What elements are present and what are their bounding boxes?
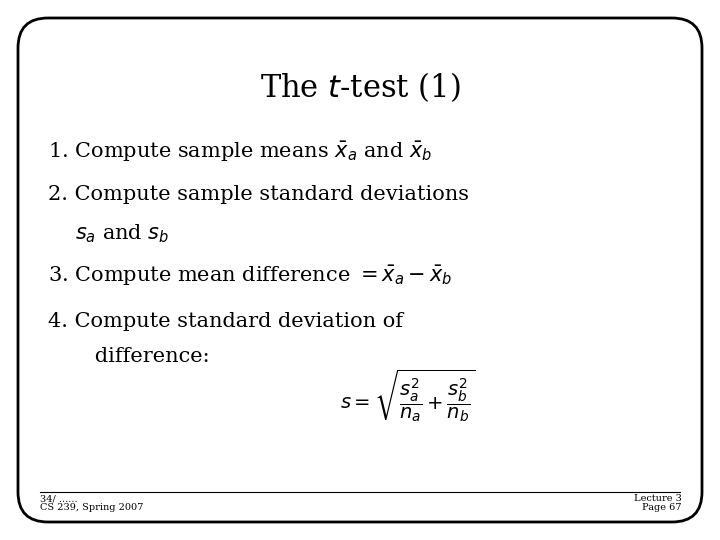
Text: $s = \sqrt{\dfrac{s_a^2}{n_a} + \dfrac{s_b^2}{n_b}}$: $s = \sqrt{\dfrac{s_a^2}{n_a} + \dfrac{s… bbox=[340, 368, 475, 425]
FancyBboxPatch shape bbox=[18, 18, 702, 522]
Text: 2. Compute sample standard deviations: 2. Compute sample standard deviations bbox=[48, 185, 469, 204]
Text: Lecture 3: Lecture 3 bbox=[634, 494, 682, 503]
Text: difference:: difference: bbox=[75, 347, 210, 366]
Text: Page 67: Page 67 bbox=[642, 503, 682, 512]
Text: CS 239, Spring 2007: CS 239, Spring 2007 bbox=[40, 503, 143, 512]
Text: The $t$-test (1): The $t$-test (1) bbox=[260, 70, 460, 104]
Text: 3. Compute mean difference $= \bar{x}_a - \bar{x}_b$: 3. Compute mean difference $= \bar{x}_a … bbox=[48, 264, 453, 288]
Text: 1. Compute sample means $\bar{x}_a$ and $\bar{x}_b$: 1. Compute sample means $\bar{x}_a$ and … bbox=[48, 140, 432, 164]
Text: 4. Compute standard deviation of: 4. Compute standard deviation of bbox=[48, 312, 403, 331]
Text: 34/ ......: 34/ ...... bbox=[40, 494, 78, 503]
Text: $s_a$ and $s_b$: $s_a$ and $s_b$ bbox=[75, 222, 169, 245]
